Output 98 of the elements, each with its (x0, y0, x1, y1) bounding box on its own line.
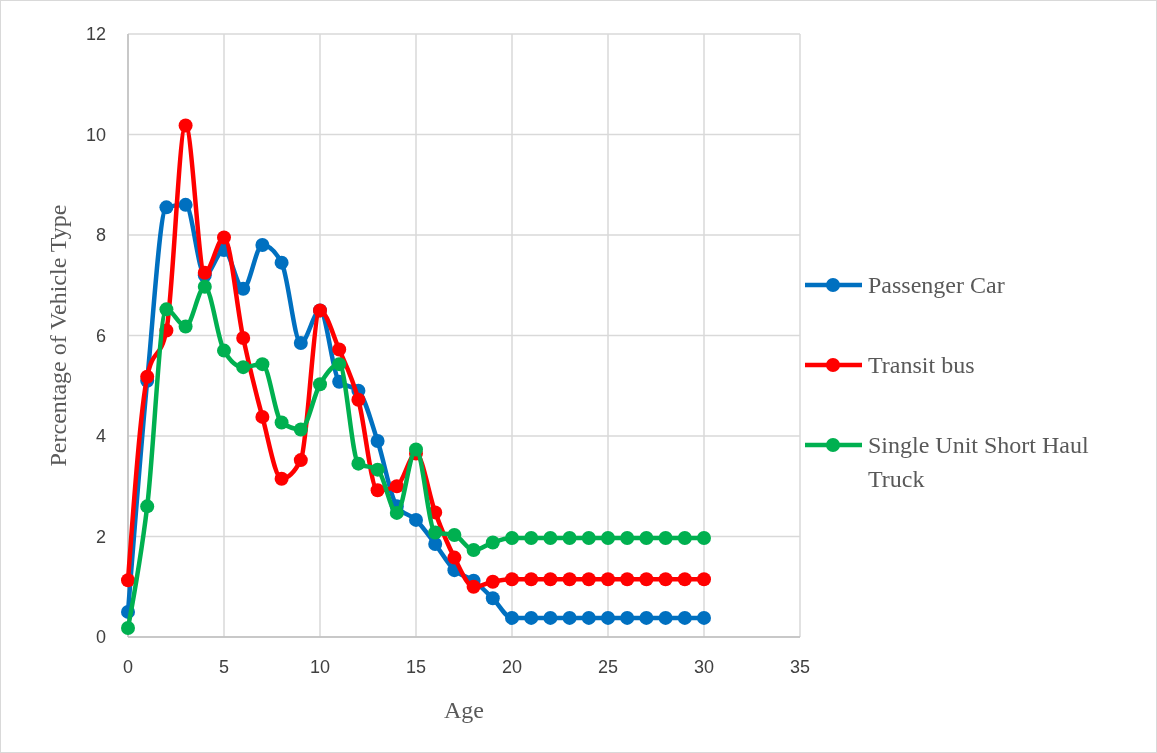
point (505, 610, 519, 625)
point (351, 456, 366, 471)
point (332, 342, 347, 357)
legend-label: Transit bus (868, 352, 975, 378)
point (370, 434, 385, 449)
y-tick-label: 6 (95, 325, 106, 346)
point (236, 281, 251, 296)
point (351, 392, 366, 407)
point (639, 610, 654, 625)
point (485, 535, 500, 550)
point (370, 483, 385, 498)
point (562, 610, 577, 625)
point (447, 550, 462, 565)
point (409, 512, 423, 527)
y-tick-label: 0 (95, 627, 106, 647)
point (217, 343, 231, 358)
point (389, 479, 404, 494)
point (620, 610, 635, 625)
legend-label: Single Unit Short Haul Truck (868, 432, 1089, 492)
x-tick-label: 30 (693, 657, 715, 677)
x-tick-label: 5 (218, 657, 230, 677)
y-tick-label: 8 (95, 225, 106, 245)
y-axis-title: Percentage of Vehicle Type (45, 204, 71, 467)
point (313, 377, 327, 392)
point (140, 499, 155, 514)
point (581, 572, 596, 587)
point (658, 610, 673, 625)
point (485, 591, 500, 606)
point (332, 357, 347, 372)
point (639, 572, 654, 587)
legend-label: Passenger Car (868, 272, 1005, 298)
x-tick-label: 10 (309, 657, 331, 677)
y-tick-label: 2 (95, 526, 106, 547)
point (505, 531, 519, 546)
point (581, 531, 596, 546)
x-tick-label: 25 (597, 657, 619, 677)
point (562, 572, 577, 587)
point (121, 620, 135, 635)
point (121, 573, 135, 588)
point (524, 572, 539, 587)
point (524, 531, 539, 546)
x-tick-label: 20 (501, 657, 523, 677)
point (581, 610, 596, 625)
point (601, 531, 615, 546)
point (543, 531, 558, 546)
point (658, 531, 673, 546)
point (505, 572, 519, 587)
point (159, 200, 174, 215)
point (140, 369, 155, 384)
point (428, 525, 443, 540)
point (447, 527, 462, 542)
point (562, 531, 577, 546)
point (466, 543, 481, 558)
y-tick-label: 4 (95, 426, 106, 446)
point (293, 336, 308, 351)
point (524, 610, 539, 625)
point (485, 574, 500, 589)
point (236, 360, 251, 375)
point (466, 579, 481, 594)
point (543, 572, 558, 587)
point (601, 572, 615, 587)
point (274, 415, 289, 430)
point (178, 319, 193, 334)
point (236, 331, 251, 346)
x-axis-title: Age (444, 697, 484, 723)
point (677, 531, 692, 546)
x-tick-label: 15 (405, 657, 427, 677)
point (677, 610, 692, 625)
point (255, 357, 270, 372)
point (677, 572, 692, 587)
point (697, 610, 711, 625)
point (274, 471, 289, 486)
point (409, 442, 423, 457)
point (293, 422, 308, 437)
point (159, 302, 174, 317)
point (178, 197, 193, 212)
point (428, 537, 443, 552)
point (620, 531, 635, 546)
point (255, 238, 270, 253)
point (697, 572, 711, 587)
point (255, 409, 270, 424)
point (370, 462, 385, 477)
x-tick-label: 35 (789, 657, 811, 677)
point (217, 230, 231, 245)
point (197, 279, 212, 294)
point (639, 531, 654, 546)
point (658, 572, 673, 587)
point (293, 453, 308, 468)
point (274, 255, 289, 270)
point (697, 531, 711, 546)
y-tick-label: 12 (85, 24, 106, 44)
y-tick-label: 10 (85, 124, 106, 145)
x-tick-label: 0 (122, 657, 134, 677)
point (178, 118, 193, 133)
point (601, 610, 615, 625)
point (389, 505, 404, 520)
point (620, 572, 635, 587)
point (543, 610, 558, 625)
